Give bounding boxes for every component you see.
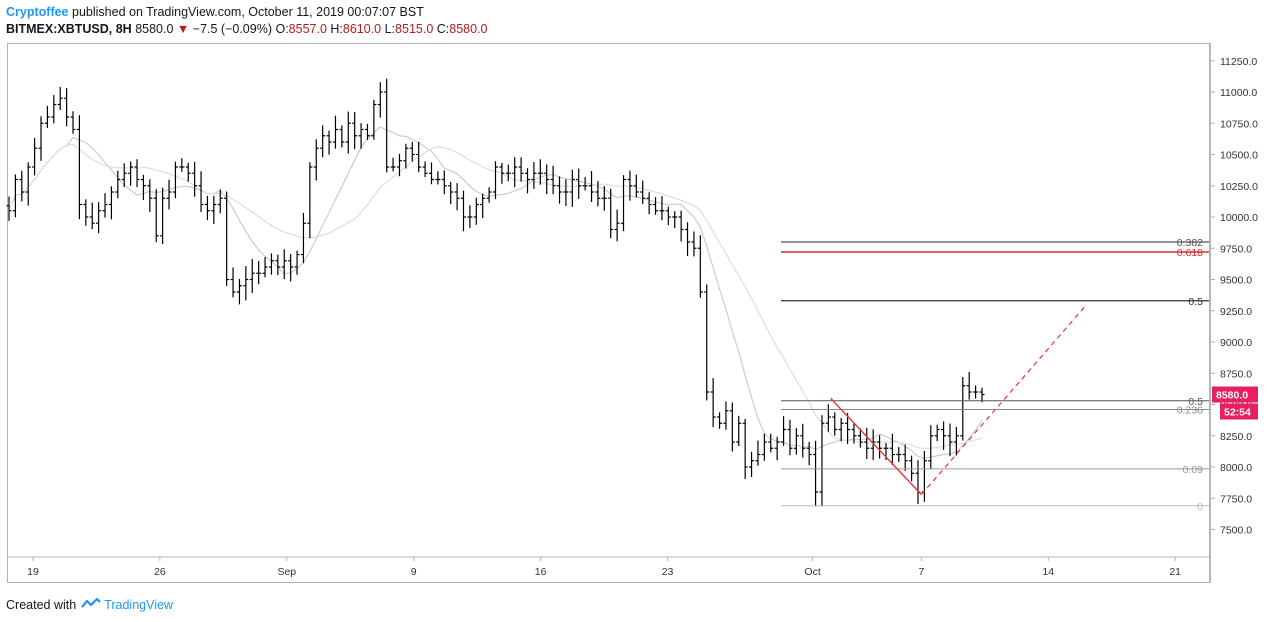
fib-upper-label: 0.5 <box>1188 296 1203 308</box>
countdown-value: 52:54 <box>1224 407 1251 419</box>
created-with-text: Created with <box>6 597 77 612</box>
x-axis-label: 21 <box>1169 566 1181 578</box>
down-arrow-icon: ▼ <box>176 22 190 36</box>
x-axis-label: 19 <box>27 566 39 578</box>
published-text: published on TradingView.com, October 11… <box>72 5 424 19</box>
projection-line <box>920 306 1085 495</box>
symbol-label: BITMEX:XBTUSD, 8H <box>6 22 132 36</box>
open-label: O: <box>275 22 289 36</box>
chart-frame[interactable] <box>7 43 1210 583</box>
tradingview-logo-icon <box>81 597 101 612</box>
fib-upper-label: 0.618 <box>1177 247 1203 259</box>
y-axis-label: 7750.0 <box>1220 493 1252 505</box>
y-axis-label: 8750.0 <box>1220 368 1252 380</box>
high-label: H: <box>330 22 343 36</box>
y-axis-label: 7500.0 <box>1220 525 1252 537</box>
price-tag-box <box>1212 386 1258 403</box>
x-axis-label: 7 <box>918 566 924 578</box>
x-axis-label: Sep <box>277 566 296 578</box>
y-axis-label: 10250.0 <box>1220 181 1258 193</box>
y-axis-label: 8250.0 <box>1220 431 1252 443</box>
tradingview-link[interactable]: TradingView <box>104 597 173 612</box>
open-value: 8557.0 <box>288 22 327 36</box>
x-axis-label: 16 <box>535 566 547 578</box>
price-tag-value: 8580.0 <box>1216 390 1248 402</box>
y-axis-label: 11250.0 <box>1220 56 1257 68</box>
fib-lower-label: 0.236 <box>1177 405 1203 417</box>
x-axis-label: 9 <box>411 566 417 578</box>
y-axis-label: 9750.0 <box>1220 243 1252 255</box>
fib-lower-label: 0.5 <box>1188 396 1203 408</box>
x-axis-label: 14 <box>1042 566 1054 578</box>
countdown-box <box>1220 403 1258 420</box>
publish-line: Cryptoffee published on TradingView.com,… <box>6 4 488 21</box>
fib-lower-label: 0 <box>1197 501 1203 513</box>
down-leg-line <box>830 397 922 495</box>
symbol-line: BITMEX:XBTUSD, 8H 8580.0 ▼ −7.5 (−0.09%)… <box>6 21 488 38</box>
author-link[interactable]: Cryptoffee <box>6 5 69 19</box>
last-price: 8580.0 <box>135 22 174 36</box>
x-axis-label: Oct <box>804 566 820 578</box>
low-label: L: <box>384 22 396 36</box>
low-value: 8515.0 <box>395 22 434 36</box>
y-axis-label: 10750.0 <box>1220 118 1258 130</box>
chart-header: Cryptoffee published on TradingView.com,… <box>6 4 488 38</box>
y-axis-label: 10500.0 <box>1220 150 1258 162</box>
fib-upper-label: 0.382 <box>1177 237 1203 249</box>
y-axis-label: 9500.0 <box>1220 275 1252 287</box>
price-axis-separator <box>1210 43 1211 583</box>
y-axis-label: 11000.0 <box>1220 87 1257 99</box>
close-label: C: <box>436 22 450 36</box>
change-value: −7.5 (−0.09%) <box>192 22 272 36</box>
x-axis-label: 26 <box>154 566 166 578</box>
x-axis-label: 23 <box>662 566 674 578</box>
y-axis-label: 8000.0 <box>1220 462 1252 474</box>
high-value: 8610.0 <box>342 22 382 36</box>
footer: Created with TradingView <box>6 597 173 612</box>
y-axis-label: 9250.0 <box>1220 306 1252 318</box>
y-axis-label: 10000.0 <box>1220 212 1258 224</box>
fib-lower-label: 0.09 <box>1183 464 1204 476</box>
y-axis-label: 9000.0 <box>1220 337 1252 349</box>
close-value: 8580.0 <box>449 22 488 36</box>
